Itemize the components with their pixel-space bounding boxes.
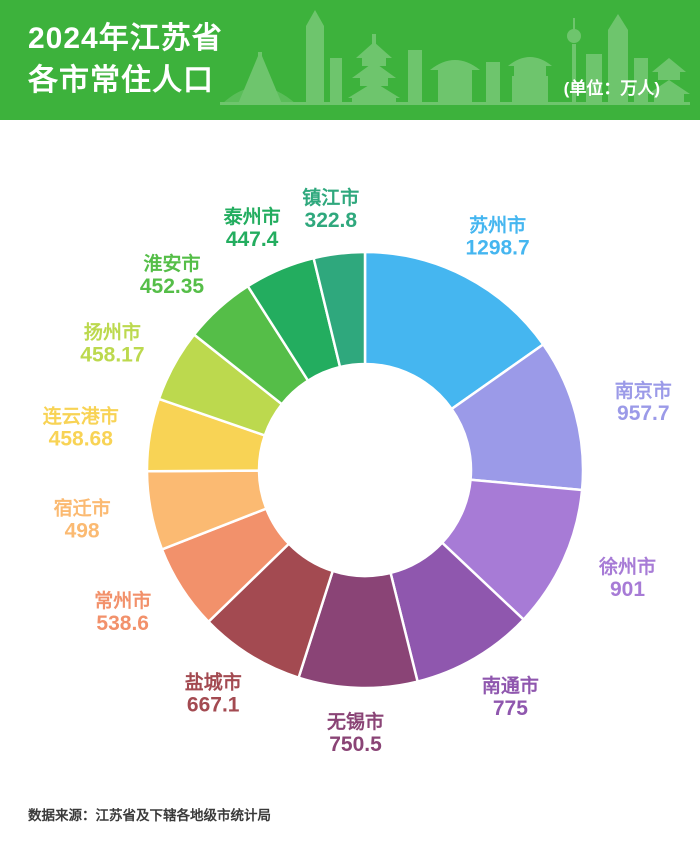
donut-chart-area: 苏州市 1298.7 南京市 957.7 徐州市 901 南通市 775 无锡市 750.5 盐城市… — [0, 120, 700, 800]
segment-value: 901 — [610, 578, 645, 601]
segment-city-name: 盐城市 — [185, 671, 242, 694]
segment-label-3: 徐州市 901 — [598, 555, 656, 601]
segment-city-name: 南通市 — [482, 674, 539, 697]
segment-city-name: 苏州市 — [469, 214, 526, 237]
donut-segment-1 — [363, 250, 545, 411]
segment-city-name: 镇江市 — [302, 186, 359, 209]
segment-value: 957.7 — [617, 402, 670, 425]
page-title-line1: 2024年江苏省 — [28, 22, 223, 55]
segment-label-7: 常州市 538.6 — [94, 589, 151, 635]
segment-city-name: 泰州市 — [223, 205, 281, 228]
segment-label-10: 扬州市 458.17 — [80, 321, 144, 367]
segment-label-6: 盐城市 667.1 — [185, 671, 242, 717]
segment-city-name: 南京市 — [615, 379, 672, 402]
page-title-line2: 各市常住人口 — [28, 64, 214, 97]
segment-city-name: 连云港市 — [43, 404, 119, 427]
segment-value: 458.17 — [80, 344, 144, 367]
donut-segment-13 — [312, 250, 367, 369]
segment-value: 458.68 — [49, 427, 114, 450]
segment-value: 1298.7 — [465, 237, 529, 260]
page-title: 2024年江苏省 各市常住人口 — [28, 18, 223, 102]
segment-city-name: 淮安市 — [143, 252, 200, 275]
segment-label-11: 淮安市 452.35 — [140, 252, 205, 298]
segment-label-9: 连云港市 458.68 — [43, 404, 119, 450]
segment-label-4: 南通市 775 — [482, 674, 539, 720]
segment-label-13: 镇江市 322.8 — [302, 186, 359, 232]
segment-label-12: 泰州市 447.4 — [223, 205, 281, 251]
segment-value: 667.1 — [187, 694, 240, 717]
segment-city-name: 扬州市 — [84, 321, 141, 344]
segment-city-name: 常州市 — [94, 589, 151, 612]
segment-value: 447.4 — [226, 228, 279, 251]
data-source-note: 数据来源：江苏省及下辖各地级市统计局 — [28, 808, 271, 823]
donut-chart: 苏州市 1298.7 南京市 957.7 徐州市 901 南通市 775 无锡市 750.5 盐城市… — [43, 186, 672, 756]
segment-label-8: 宿迁市 498 — [54, 497, 111, 543]
segment-value: 498 — [65, 520, 100, 543]
segment-value: 322.8 — [305, 209, 358, 232]
header-banner: 2024年江苏省 各市常住人口 (单位：万人) — [0, 0, 700, 120]
unit-note: (单位：万人) — [563, 79, 660, 98]
segment-label-5: 无锡市 750.5 — [327, 710, 384, 756]
segment-city-name: 宿迁市 — [54, 497, 111, 520]
segment-value: 452.35 — [140, 275, 205, 298]
city-skyline-icon — [220, 10, 690, 105]
segment-city-name: 无锡市 — [327, 710, 384, 733]
segment-label-2: 南京市 957.7 — [615, 379, 672, 425]
segment-city-name: 徐州市 — [598, 555, 656, 578]
segment-value: 750.5 — [329, 733, 382, 756]
segment-value: 538.6 — [96, 612, 149, 635]
segment-value: 775 — [493, 697, 528, 720]
segment-label-1: 苏州市 1298.7 — [465, 214, 529, 260]
